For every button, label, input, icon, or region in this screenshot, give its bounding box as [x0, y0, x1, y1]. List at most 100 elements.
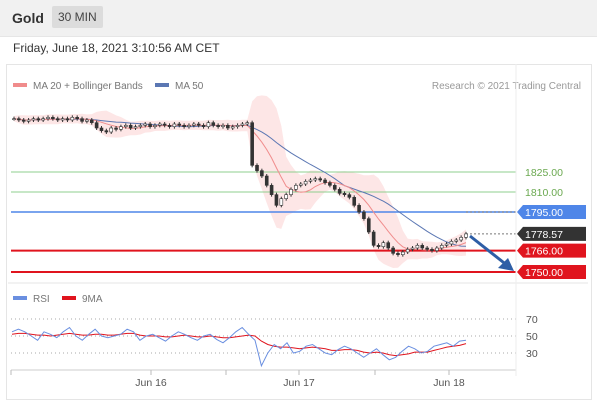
- candle-body: [264, 175, 269, 186]
- rsi-ma-line: [11, 332, 467, 357]
- level-label: 1750.00: [525, 267, 563, 279]
- candle-body: [104, 130, 109, 133]
- candle-body: [51, 117, 55, 119]
- candle-body: [303, 181, 308, 185]
- candle-body: [138, 125, 143, 127]
- candle-body: [89, 119, 94, 123]
- timeframe-button[interactable]: 30 MIN: [52, 6, 103, 28]
- candle-body: [99, 127, 104, 131]
- candle-body: [444, 243, 449, 246]
- candle-body: [41, 118, 45, 121]
- candle-body: [153, 125, 157, 127]
- candle-body: [386, 242, 391, 249]
- candle-body: [167, 125, 172, 127]
- candle-body: [235, 125, 240, 127]
- candle-body: [70, 117, 75, 121]
- rsi-ma-legend-label: 9MA: [82, 294, 103, 305]
- rsi-level-label: 30: [526, 348, 538, 360]
- candle-body: [148, 123, 152, 127]
- candle-body: [226, 125, 230, 129]
- candle-body: [381, 242, 386, 247]
- level-labels: 1825.00 1810.00 1795.00 1778.57 1766.00 1750.…: [517, 167, 586, 279]
- rsi-legend-swatch: [13, 296, 27, 300]
- candle-body: [55, 118, 60, 121]
- level-label: 1778.57: [525, 229, 563, 241]
- candle-body: [454, 239, 459, 242]
- candle-body: [211, 122, 216, 126]
- candle-body: [366, 218, 371, 233]
- candle-body: [177, 123, 182, 126]
- level-label-bg: [517, 226, 586, 241]
- candle-body: [192, 123, 196, 126]
- candle-body: [352, 197, 357, 206]
- candle-body: [21, 119, 26, 122]
- candle-body: [308, 179, 313, 182]
- candle-body: [12, 118, 16, 120]
- candle-body: [332, 185, 337, 190]
- candle-body: [158, 123, 162, 126]
- candle-body: [396, 253, 400, 255]
- x-axis: Jun 16 Jun 17 Jun 18: [10, 370, 517, 389]
- candle-body: [318, 178, 322, 181]
- ma50-legend-label: MA 50: [175, 81, 204, 92]
- level-label: 1810.00: [525, 187, 563, 199]
- candle-body: [274, 194, 279, 206]
- candle-body: [36, 118, 41, 121]
- candle-body: [464, 233, 468, 238]
- candle-body: [114, 127, 118, 130]
- candle-body: [342, 193, 347, 195]
- candle-body: [425, 247, 429, 250]
- candle-body: [109, 127, 114, 133]
- candle-body: [216, 125, 220, 127]
- candle-body: [313, 178, 318, 181]
- candle-body: [123, 125, 128, 127]
- level-label: 1795.00: [525, 207, 563, 219]
- candle-body: [240, 123, 245, 126]
- rsi-ma-legend-swatch: [62, 296, 76, 300]
- credit-text: Research © 2021 Trading Central: [432, 81, 581, 92]
- rsi-level-label: 70: [526, 314, 538, 326]
- candle-body: [357, 205, 361, 213]
- header-bar: Gold 30 MIN: [0, 0, 597, 37]
- level-label-bg: [517, 205, 586, 219]
- candle-body: [459, 237, 463, 241]
- candle-body: [65, 118, 70, 121]
- candle-body: [269, 185, 274, 195]
- x-tick-label: Jun 16: [135, 377, 167, 389]
- candle-body: [371, 231, 376, 246]
- candle-body: [420, 245, 425, 249]
- candle-body: [439, 245, 444, 249]
- candle-body: [391, 247, 395, 254]
- ma20-legend-swatch: [13, 83, 27, 87]
- rsi-levels: 70 50 30: [11, 314, 538, 360]
- candle-body: [172, 123, 177, 127]
- candle-body: [347, 194, 352, 198]
- rsi-level-label: 50: [526, 331, 538, 343]
- candle-body: [80, 118, 84, 122]
- candle-body: [449, 241, 454, 245]
- level-label: 1825.00: [525, 167, 563, 179]
- candle-body: [362, 211, 366, 219]
- candle-body: [328, 182, 332, 186]
- candle-body: [279, 198, 284, 206]
- candle-body: [162, 123, 167, 126]
- level-label: 1766.00: [525, 246, 563, 258]
- candle-body: [289, 189, 293, 195]
- candle-body: [221, 125, 225, 127]
- x-tick-label: Jun 18: [433, 377, 465, 389]
- candle-body: [260, 170, 264, 177]
- x-tick-label: Jun 17: [283, 377, 315, 389]
- candle-body: [337, 189, 342, 194]
- projection-arrow: [469, 234, 509, 268]
- candle-body: [31, 118, 36, 121]
- candle-body: [143, 123, 148, 126]
- level-label-bg: [517, 264, 586, 279]
- candle-body: [230, 126, 235, 129]
- candle-body: [435, 247, 439, 251]
- candle-body: [206, 122, 211, 127]
- candle-body: [201, 125, 206, 127]
- candle-body: [430, 249, 434, 251]
- candle-body: [255, 165, 259, 171]
